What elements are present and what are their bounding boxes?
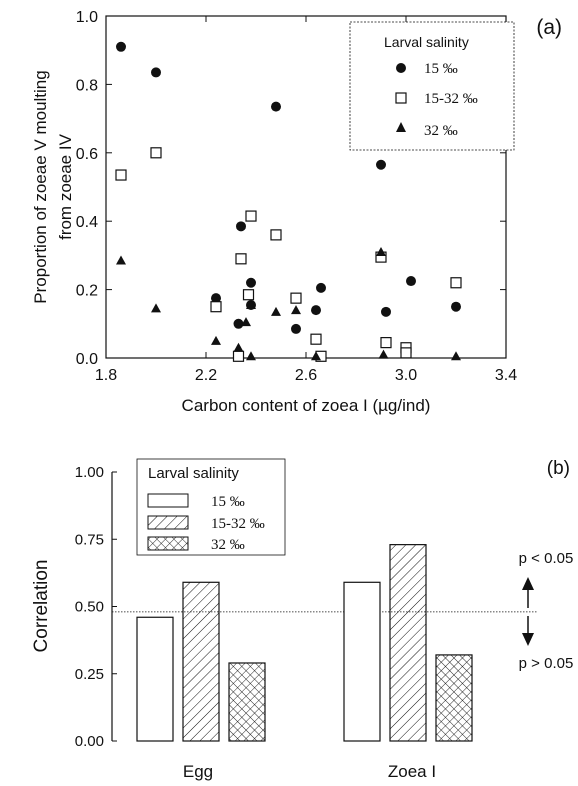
y-tick-label: 1.0 <box>76 9 98 26</box>
point-32 <box>241 317 251 327</box>
point-32 <box>291 305 301 315</box>
point-32 <box>116 255 126 265</box>
point-15-32 <box>210 301 222 313</box>
point-15 <box>406 276 416 287</box>
x-tick-label: 1.8 <box>95 367 117 384</box>
bar-1-1 <box>389 544 427 742</box>
x-tick-label: 2.6 <box>295 367 317 384</box>
significance-annotation: p < 0.05 p > 0.05 <box>519 550 574 672</box>
point-32 <box>246 299 256 309</box>
legend-swatch-15 <box>147 493 189 508</box>
legend-label-32: 32 ‰ <box>211 537 245 553</box>
point-15 <box>316 282 326 293</box>
y-tick-label: 0.75 <box>75 531 104 548</box>
point-15-32 <box>232 350 245 362</box>
legend-title: Larval salinity <box>148 465 239 482</box>
x-tick-label: 2.2 <box>195 367 217 384</box>
legend: Larval salinity 15 ‰ 15-32 ‰ 32 ‰ <box>349 21 515 151</box>
point-15-32 <box>150 147 162 159</box>
y-tick-label: 0.4 <box>76 214 98 231</box>
point-15-32 <box>290 292 302 304</box>
point-32 <box>271 306 281 316</box>
y-axis-label-line2: from zoeae IV <box>56 133 75 239</box>
x-tick-label: 3.4 <box>495 367 517 384</box>
point-15 <box>271 101 281 112</box>
y-axis-label-line1: Proportion of zoeae V moulting <box>31 70 50 303</box>
point-15 <box>151 67 161 78</box>
bar-0-0 <box>136 616 174 742</box>
category-label: Egg <box>183 762 213 781</box>
legend: Larval salinity 15 ‰ 15-32 ‰ 32 ‰ <box>136 458 286 556</box>
legend-marker-32 <box>396 122 406 132</box>
point-15-32 <box>450 277 462 289</box>
bar-panel: 0.00 0.25 0.50 0.75 1.00 Egg Zoea I (b) Corre… <box>31 458 573 781</box>
point-15 <box>116 41 126 52</box>
point-15-32 <box>115 169 127 181</box>
y-tick-label: 0.8 <box>76 77 98 94</box>
point-15 <box>311 305 321 316</box>
bar-0-1 <box>182 581 220 742</box>
point-32 <box>311 351 321 361</box>
bar-1-2 <box>435 654 473 742</box>
legend-label-15-32: 15-32 ‰ <box>211 516 265 532</box>
panel-label: (a) <box>536 16 562 39</box>
y-tick-label: 1.00 <box>75 464 104 481</box>
legend-label-32: 32 ‰ <box>424 123 458 139</box>
bar-0-2 <box>228 662 266 742</box>
category-label: Zoea I <box>388 762 436 781</box>
point-15-32 <box>400 347 412 359</box>
legend-label-15: 15 ‰ <box>211 494 245 510</box>
point-15 <box>236 221 246 232</box>
point-32 <box>376 246 386 256</box>
point-15 <box>211 293 221 304</box>
point-15 <box>233 318 244 329</box>
point-15 <box>451 301 461 312</box>
y-tick-label: 0.50 <box>75 599 104 616</box>
point-15 <box>246 277 256 288</box>
y-tick-label: 0.6 <box>76 146 98 163</box>
y-tick-label: 0.25 <box>75 666 104 683</box>
point-32 <box>246 351 256 361</box>
y-tick-label: 0.0 <box>76 351 98 368</box>
arrow-up-icon <box>522 577 534 590</box>
x-tick-label: 3.0 <box>395 367 417 384</box>
legend-swatch-32 <box>147 536 189 551</box>
point-15-32 <box>380 337 392 349</box>
point-15-32 <box>235 253 247 265</box>
point-15-32 <box>270 229 282 241</box>
y-tick-label: 0.00 <box>75 733 104 750</box>
legend-label-15: 15 ‰ <box>424 61 458 77</box>
arrow-down-icon <box>522 633 534 646</box>
scatter-panel: 0.0 0.2 0.4 0.6 0.8 1.0 1.8 2.2 2.6 3.0 3.4 (a) P… <box>31 9 562 415</box>
point-15-32 <box>245 210 257 222</box>
legend-marker-15-32 <box>395 92 407 104</box>
x-axis-label: Carbon content of zoea I (µg/ind) <box>182 396 431 415</box>
point-32 <box>233 342 244 352</box>
annotation-p-greater: p > 0.05 <box>519 655 574 672</box>
y-axis-label: Correlation <box>31 560 52 653</box>
y-tick-label: 0.2 <box>76 283 98 300</box>
legend-marker-15 <box>396 63 406 73</box>
point-32 <box>211 335 221 345</box>
point-15 <box>291 323 301 334</box>
bar-1-0 <box>343 581 381 742</box>
point-32 <box>451 351 461 361</box>
point-15-32 <box>242 289 255 301</box>
panel-label: (b) <box>547 458 570 479</box>
point-32 <box>151 303 161 313</box>
annotation-p-less: p < 0.05 <box>519 550 574 567</box>
point-15 <box>381 306 391 317</box>
point-15-32 <box>310 333 322 345</box>
legend-label-15-32: 15-32 ‰ <box>424 91 478 107</box>
legend-title: Larval salinity <box>384 34 469 50</box>
point-32 <box>378 349 389 359</box>
legend-swatch-15-32 <box>147 515 189 530</box>
point-15 <box>376 159 386 170</box>
legend-box <box>349 21 515 151</box>
